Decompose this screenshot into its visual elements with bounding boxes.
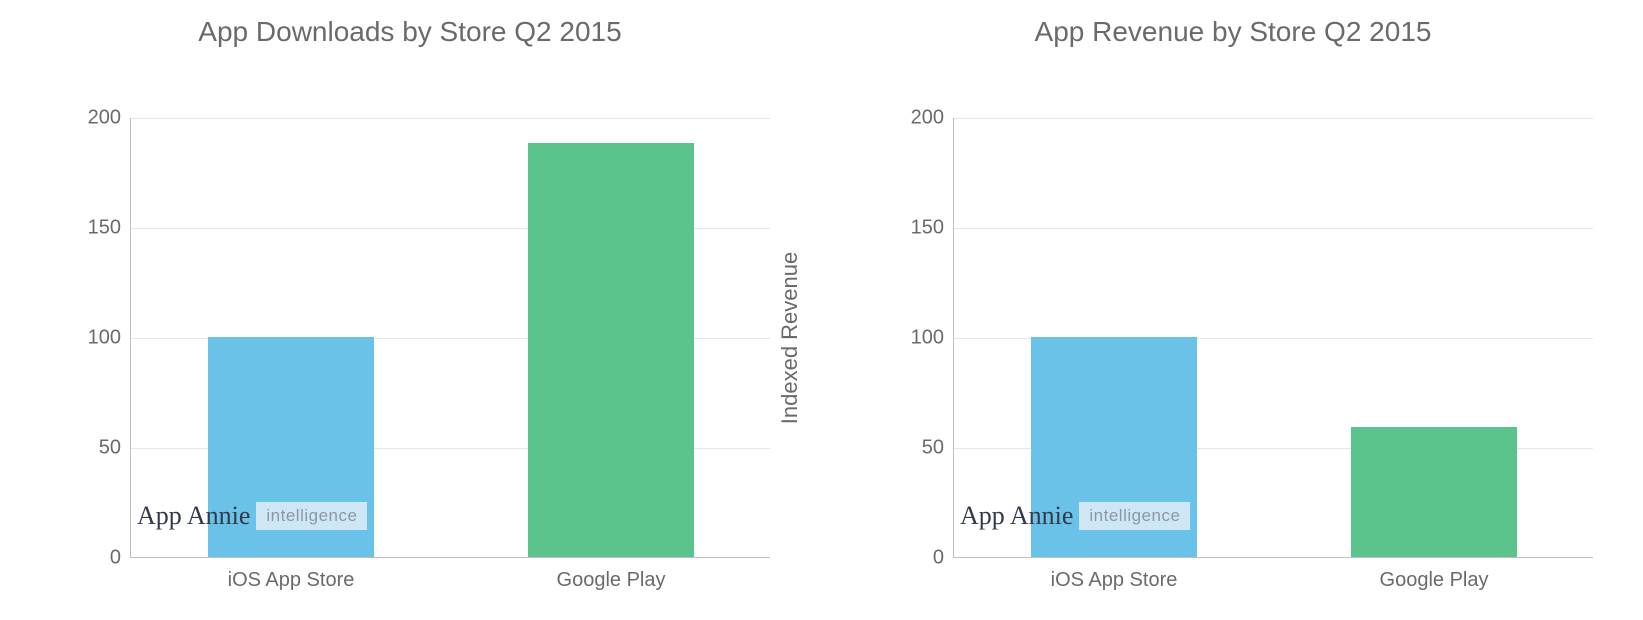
downloads-panel: App Downloads by Store Q2 2015 050100150… bbox=[20, 10, 800, 610]
gridline bbox=[954, 118, 1593, 119]
ytick-label: 150 bbox=[911, 217, 954, 240]
downloads-chart: 050100150200iOS App StoreGoogle PlayInde… bbox=[20, 48, 800, 588]
ytick-label: 0 bbox=[110, 547, 131, 570]
watermark-box: intelligence bbox=[256, 502, 367, 530]
xtick-label: Google Play bbox=[557, 557, 666, 592]
watermark-script: App Annie bbox=[960, 501, 1073, 531]
downloads-title: App Downloads by Store Q2 2015 bbox=[20, 16, 800, 48]
ytick-label: 50 bbox=[99, 437, 131, 460]
gridline bbox=[131, 118, 770, 119]
revenue-title: App Revenue by Store Q2 2015 bbox=[843, 16, 1623, 48]
ytick-label: 0 bbox=[933, 547, 954, 570]
bar bbox=[1351, 427, 1517, 557]
gridline bbox=[954, 228, 1593, 229]
watermark-box: intelligence bbox=[1079, 502, 1190, 530]
ytick-label: 200 bbox=[88, 107, 131, 130]
revenue-panel: App Revenue by Store Q2 2015 05010015020… bbox=[843, 10, 1623, 610]
ylabel: Indexed Revenue bbox=[777, 251, 803, 423]
watermark-script: App Annie bbox=[137, 501, 250, 531]
bar bbox=[528, 143, 694, 557]
watermark: App Annieintelligence bbox=[960, 501, 1190, 531]
ytick-label: 150 bbox=[88, 217, 131, 240]
xtick-label: iOS App Store bbox=[1051, 557, 1178, 592]
ytick-label: 50 bbox=[922, 437, 954, 460]
ytick-label: 100 bbox=[88, 327, 131, 350]
ytick-label: 100 bbox=[911, 327, 954, 350]
revenue-plot-area: 050100150200iOS App StoreGoogle PlayInde… bbox=[953, 118, 1593, 558]
xtick-label: iOS App Store bbox=[228, 557, 355, 592]
revenue-chart: 050100150200iOS App StoreGoogle PlayInde… bbox=[843, 48, 1623, 588]
watermark: App Annieintelligence bbox=[137, 501, 367, 531]
downloads-plot-area: 050100150200iOS App StoreGoogle PlayInde… bbox=[130, 118, 770, 558]
charts-row: App Downloads by Store Q2 2015 050100150… bbox=[0, 0, 1643, 620]
ytick-label: 200 bbox=[911, 107, 954, 130]
xtick-label: Google Play bbox=[1380, 557, 1489, 592]
